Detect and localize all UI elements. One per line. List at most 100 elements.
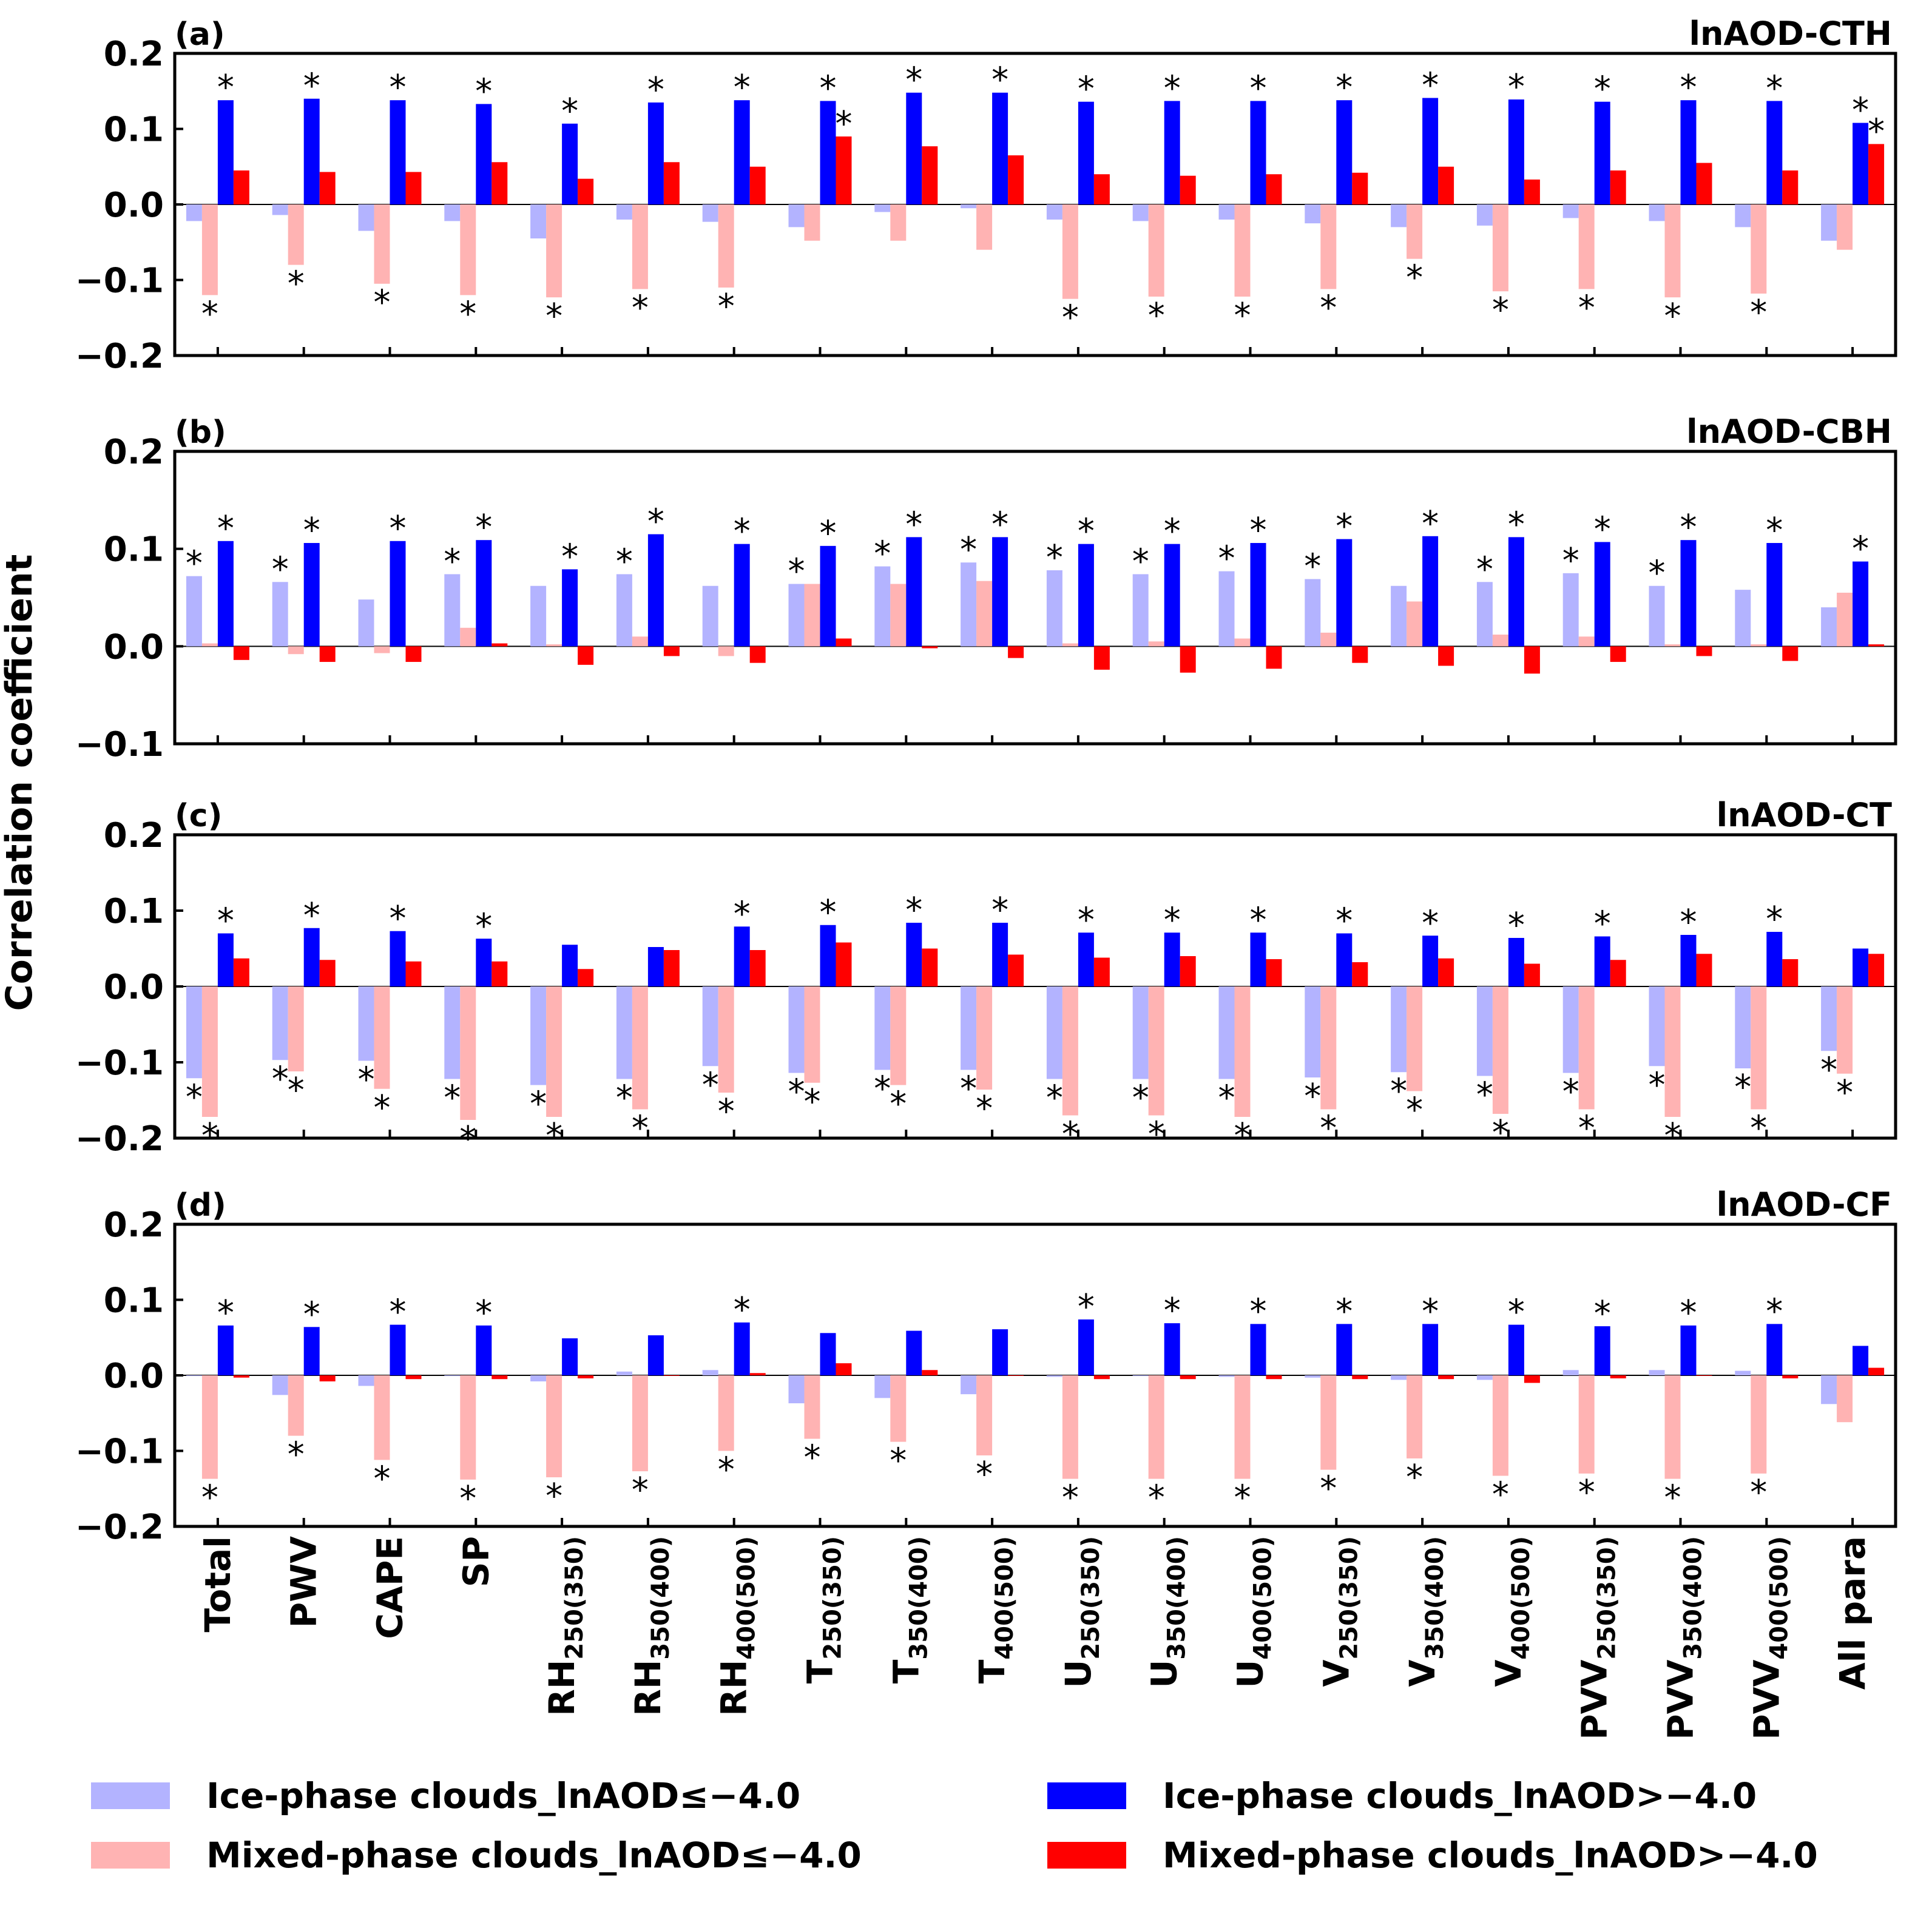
bar-series-1 <box>1476 582 1493 647</box>
significance-marker: * <box>1750 293 1767 332</box>
bar-series-3 <box>820 1333 836 1375</box>
panel-title: lnAOD-CTH <box>1689 15 1892 53</box>
y-tick-label: 0.1 <box>104 1281 164 1321</box>
bar-series-4 <box>1782 1375 1799 1378</box>
significance-marker: * <box>1046 538 1063 578</box>
significance-marker: * <box>186 1077 203 1117</box>
legend-item-4: Mixed-phase clouds_lnAOD>−4.0 <box>1047 1835 1818 1876</box>
bar-series-4 <box>491 162 508 204</box>
category-label: CAPE <box>370 1536 411 1639</box>
bar-series-2 <box>460 204 476 295</box>
significance-marker: * <box>475 72 492 111</box>
bar-series-4 <box>836 1363 852 1375</box>
significance-marker: * <box>632 1471 649 1510</box>
bar-series-1 <box>874 986 891 1070</box>
bar-series-4 <box>922 646 938 649</box>
bar-series-4 <box>1180 175 1196 204</box>
significance-marker: * <box>272 1059 289 1099</box>
bar-series-3 <box>217 541 234 647</box>
significance-marker: * <box>1476 550 1493 589</box>
significance-marker: * <box>201 294 218 334</box>
bar-series-4 <box>1266 646 1282 669</box>
significance-marker: * <box>1406 1458 1423 1497</box>
bar-series-1 <box>530 585 547 647</box>
significance-marker: * <box>1594 905 1611 944</box>
bar-series-2 <box>718 986 734 1093</box>
significance-marker: * <box>374 1459 391 1498</box>
bar-series-4 <box>1438 646 1454 666</box>
bar-series-2 <box>1062 1375 1078 1479</box>
bar-series-1 <box>186 576 202 647</box>
significance-marker: * <box>1766 1292 1783 1331</box>
significance-marker: * <box>374 283 391 323</box>
bar-series-4 <box>1008 1375 1024 1376</box>
significance-marker: * <box>1766 511 1783 550</box>
bar-series-2 <box>1751 1375 1767 1474</box>
bar-series-2 <box>374 986 390 1089</box>
bar-series-2 <box>1320 986 1337 1110</box>
significance-marker: * <box>976 1455 993 1494</box>
bar-series-1 <box>1046 1375 1062 1377</box>
legend-item-2: Mixed-phase clouds_lnAOD≤−4.0 <box>91 1835 862 1876</box>
bar-series-4 <box>578 178 594 204</box>
significance-marker: * <box>1164 512 1181 551</box>
bar-series-1 <box>358 1375 374 1386</box>
bar-series-2 <box>804 1375 820 1439</box>
bar-series-3 <box>992 92 1008 204</box>
bar-series-4 <box>1868 644 1885 647</box>
bar-series-3 <box>820 101 836 204</box>
significance-marker: * <box>1680 508 1697 547</box>
legend-label: Mixed-phase clouds_lnAOD>−4.0 <box>1163 1835 1818 1876</box>
bar-series-4 <box>1180 1375 1196 1380</box>
significance-marker: * <box>1320 288 1337 328</box>
bar-series-4 <box>1093 1375 1110 1380</box>
bar-series-2 <box>1234 638 1251 647</box>
bar-series-1 <box>961 562 977 647</box>
bar-series-3 <box>303 98 320 204</box>
bar-series-1 <box>616 1371 632 1375</box>
bar-series-2 <box>976 986 993 1090</box>
bar-series-4 <box>319 1375 336 1381</box>
category-label: PVV350(400) <box>1660 1536 1707 1740</box>
bar-series-2 <box>1751 986 1767 1110</box>
significance-marker: * <box>804 1438 821 1478</box>
bar-series-4 <box>1438 958 1454 986</box>
significance-marker: * <box>545 1116 562 1156</box>
significance-marker: * <box>1664 297 1681 336</box>
bar-series-1 <box>1391 585 1407 647</box>
significance-marker: * <box>1234 1478 1251 1518</box>
bar-series-3 <box>390 1324 406 1375</box>
significance-marker: * <box>475 906 492 946</box>
bar-series-3 <box>1680 100 1697 204</box>
significance-marker: * <box>288 265 305 304</box>
bar-series-3 <box>1336 539 1353 647</box>
bar-series-1 <box>1391 1375 1407 1380</box>
bar-series-3 <box>1680 935 1697 986</box>
bar-series-2 <box>460 627 476 647</box>
bar-series-2 <box>1578 204 1595 289</box>
category-label: V250(350) <box>1316 1536 1363 1687</box>
panel-label: (c) <box>175 798 222 834</box>
bar-series-1 <box>1046 570 1062 647</box>
bar-series-2 <box>632 204 648 289</box>
significance-marker: * <box>1578 1109 1595 1148</box>
bar-series-2 <box>718 204 734 288</box>
significance-marker: * <box>1132 542 1149 581</box>
bar-series-1 <box>1218 204 1235 220</box>
significance-marker: * <box>1492 1113 1509 1153</box>
bar-series-3 <box>1422 536 1439 647</box>
significance-marker: * <box>390 68 407 107</box>
bar-series-2 <box>1837 986 1853 1074</box>
panel-4: * * * * * * * * * * * * * * * * * * * * * * * * * * * * * * * * * −0.2 −0.… <box>75 1185 1897 1547</box>
legend-label: Ice-phase clouds_lnAOD≤−4.0 <box>206 1775 800 1816</box>
significance-marker: * <box>1250 69 1267 108</box>
bar-series-4 <box>1610 170 1626 204</box>
significance-marker: * <box>1062 1115 1079 1155</box>
significance-marker: * <box>390 899 407 939</box>
bar-series-4 <box>836 638 852 647</box>
bar-series-3 <box>1594 101 1610 204</box>
bar-series-1 <box>874 566 891 647</box>
significance-marker: * <box>1766 69 1783 108</box>
significance-marker: * <box>1766 900 1783 939</box>
significance-marker: * <box>1078 900 1095 940</box>
